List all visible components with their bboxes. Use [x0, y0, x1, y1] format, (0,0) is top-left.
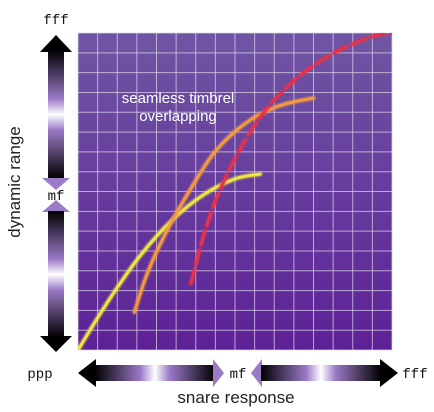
annotation-line-2: overlapping: [139, 108, 217, 125]
x-axis-arrow: [78, 359, 398, 387]
series-line-3: [189, 33, 392, 285]
y-tick-label-top: fff: [43, 13, 68, 29]
x-tick-label-mid: mf: [230, 367, 247, 383]
grid: [77, 32, 393, 351]
y-tick-label-mid: mf: [48, 189, 65, 205]
x-tick-label-left: ppp: [27, 367, 52, 383]
y-axis-title: dynamic range: [5, 126, 24, 238]
series-line-2: [133, 96, 315, 314]
annotation-line-1: seamless timbrel: [122, 90, 235, 107]
y-axis-arrow: [40, 35, 72, 352]
x-axis-title: snare response: [177, 388, 294, 407]
series-layer: [78, 33, 392, 350]
x-tick-label-right: fff: [402, 367, 427, 383]
